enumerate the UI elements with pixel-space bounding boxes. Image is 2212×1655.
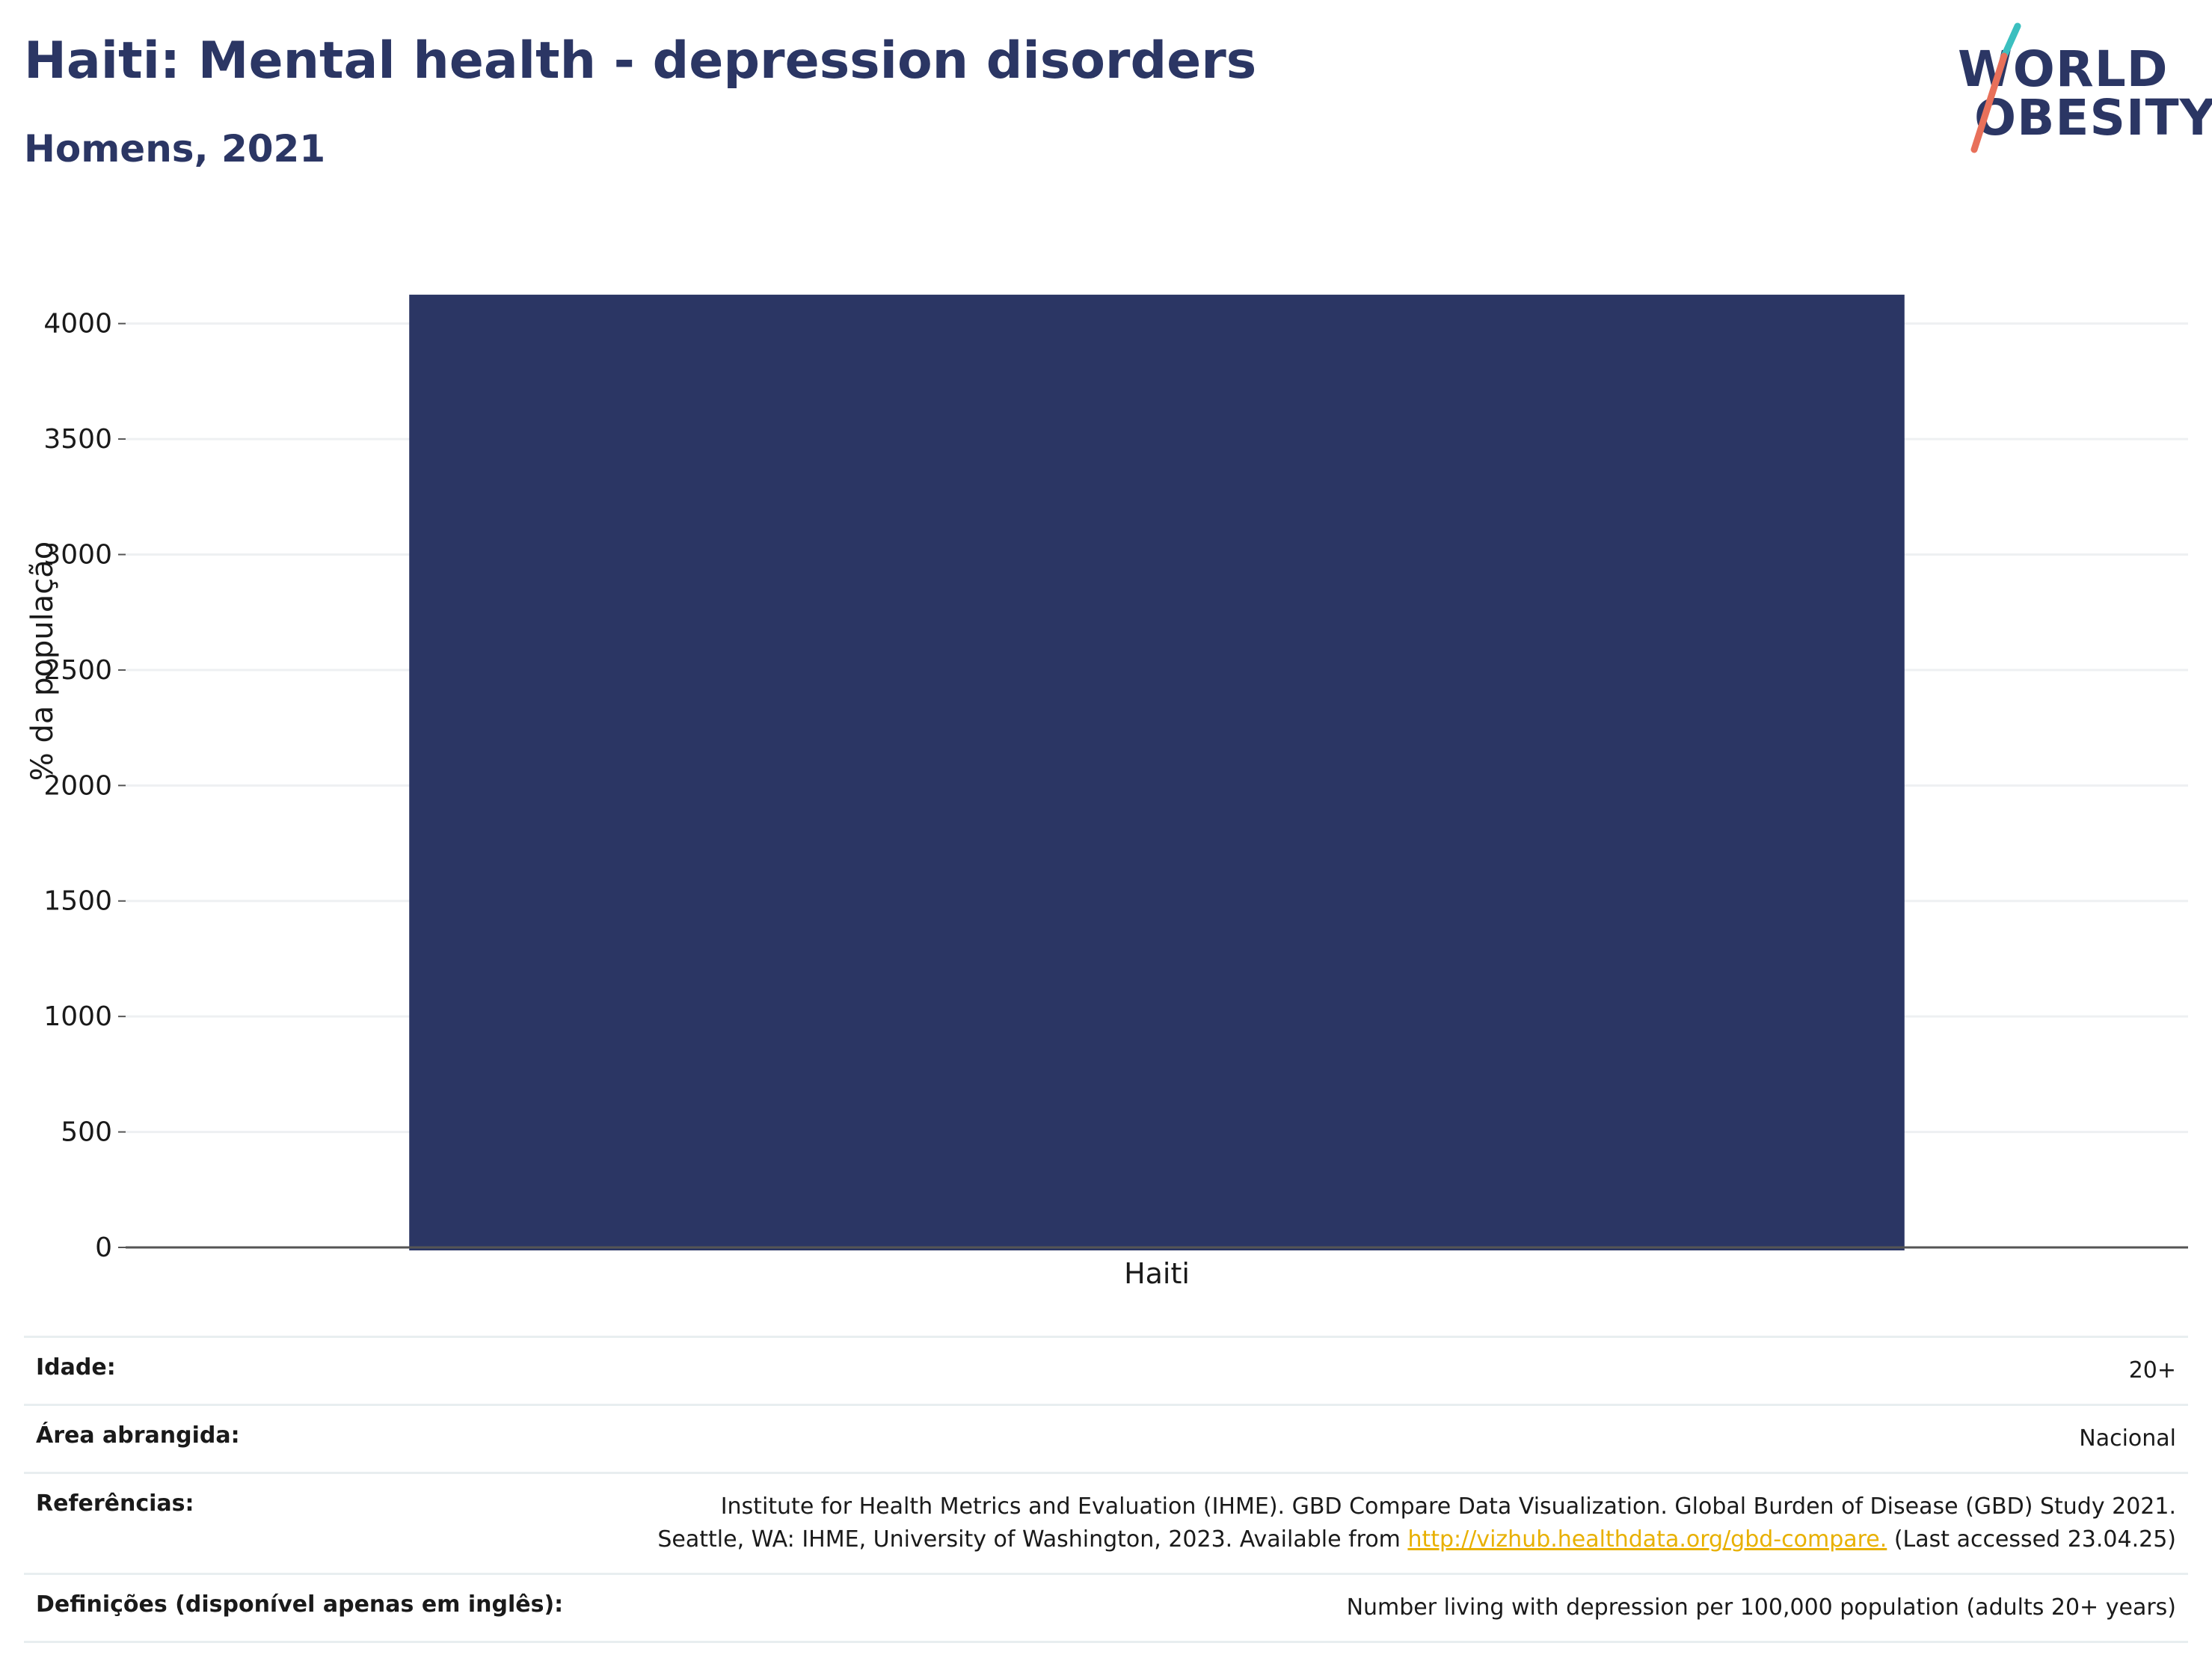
age-value: 20+ (2128, 1357, 2176, 1384)
references-line1: Institute for Health Metrics and Evaluat… (720, 1493, 2176, 1520)
references-line2-post: (Last accessed 23.04.25) (1887, 1526, 2176, 1553)
meta-row-age: Idade: 20+ (24, 1336, 2188, 1404)
definitions-label: Definições (disponível apenas em inglês)… (36, 1591, 564, 1618)
y-axis-label: % da população (25, 541, 60, 782)
meta-row-area: Área abrangida: Nacional (24, 1404, 2188, 1472)
age-label: Idade: (36, 1354, 116, 1381)
y-tick-label: 1000 (43, 1001, 112, 1032)
y-tick-label: 0 (95, 1232, 112, 1263)
references-link[interactable]: http://vizhub.healthdata.org/gbd-compare… (1407, 1526, 1887, 1553)
chart-subtitle: Homens, 2021 (24, 127, 326, 171)
y-tick-label: 3000 (43, 539, 112, 570)
bar-haiti[interactable] (409, 295, 1905, 1250)
y-tick-labels: 0 500 1000 1500 2000 2500 3000 3500 4000 (43, 309, 126, 1263)
metadata-table: Idade: 20+ Área abrangida: Nacional Refe… (24, 1336, 2188, 1643)
area-value: Nacional (2079, 1425, 2176, 1452)
definitions-value: Number living with depression per 100,00… (1346, 1594, 2176, 1621)
y-tick-label: 2500 (43, 655, 112, 686)
logo-word-obesity: OBESITY (1974, 89, 2212, 147)
y-tick-label: 3500 (43, 424, 112, 455)
meta-row-definitions: Definições (disponível apenas em inglês)… (24, 1573, 2188, 1643)
world-obesity-logo: WORLD OBESITY (1952, 22, 2212, 157)
logo-slash-icon (1970, 22, 2021, 153)
y-tick-label: 2000 (43, 770, 112, 801)
y-tick-label: 4000 (43, 309, 112, 340)
bars (409, 295, 1905, 1250)
area-label: Área abrangida: (36, 1422, 240, 1449)
y-tick-label: 500 (61, 1117, 112, 1148)
chart-title: Haiti: Mental health - depression disord… (24, 31, 1257, 90)
meta-row-references: Referências: Institute for Health Metric… (24, 1472, 2188, 1573)
x-tick-label: Haiti (1124, 1257, 1190, 1290)
y-tick-label: 1500 (43, 886, 112, 917)
references-line2-pre: Seattle, WA: IHME, University of Washing… (657, 1526, 1408, 1553)
bar-chart: 0 500 1000 1500 2000 2500 3000 3500 4000 Haiti %… (25, 295, 2188, 1290)
references-value: Institute for Health Metrics and Evaluat… (657, 1490, 2176, 1556)
references-label: Referências: (36, 1490, 194, 1517)
x-tick-labels: Haiti (1124, 1257, 1190, 1290)
